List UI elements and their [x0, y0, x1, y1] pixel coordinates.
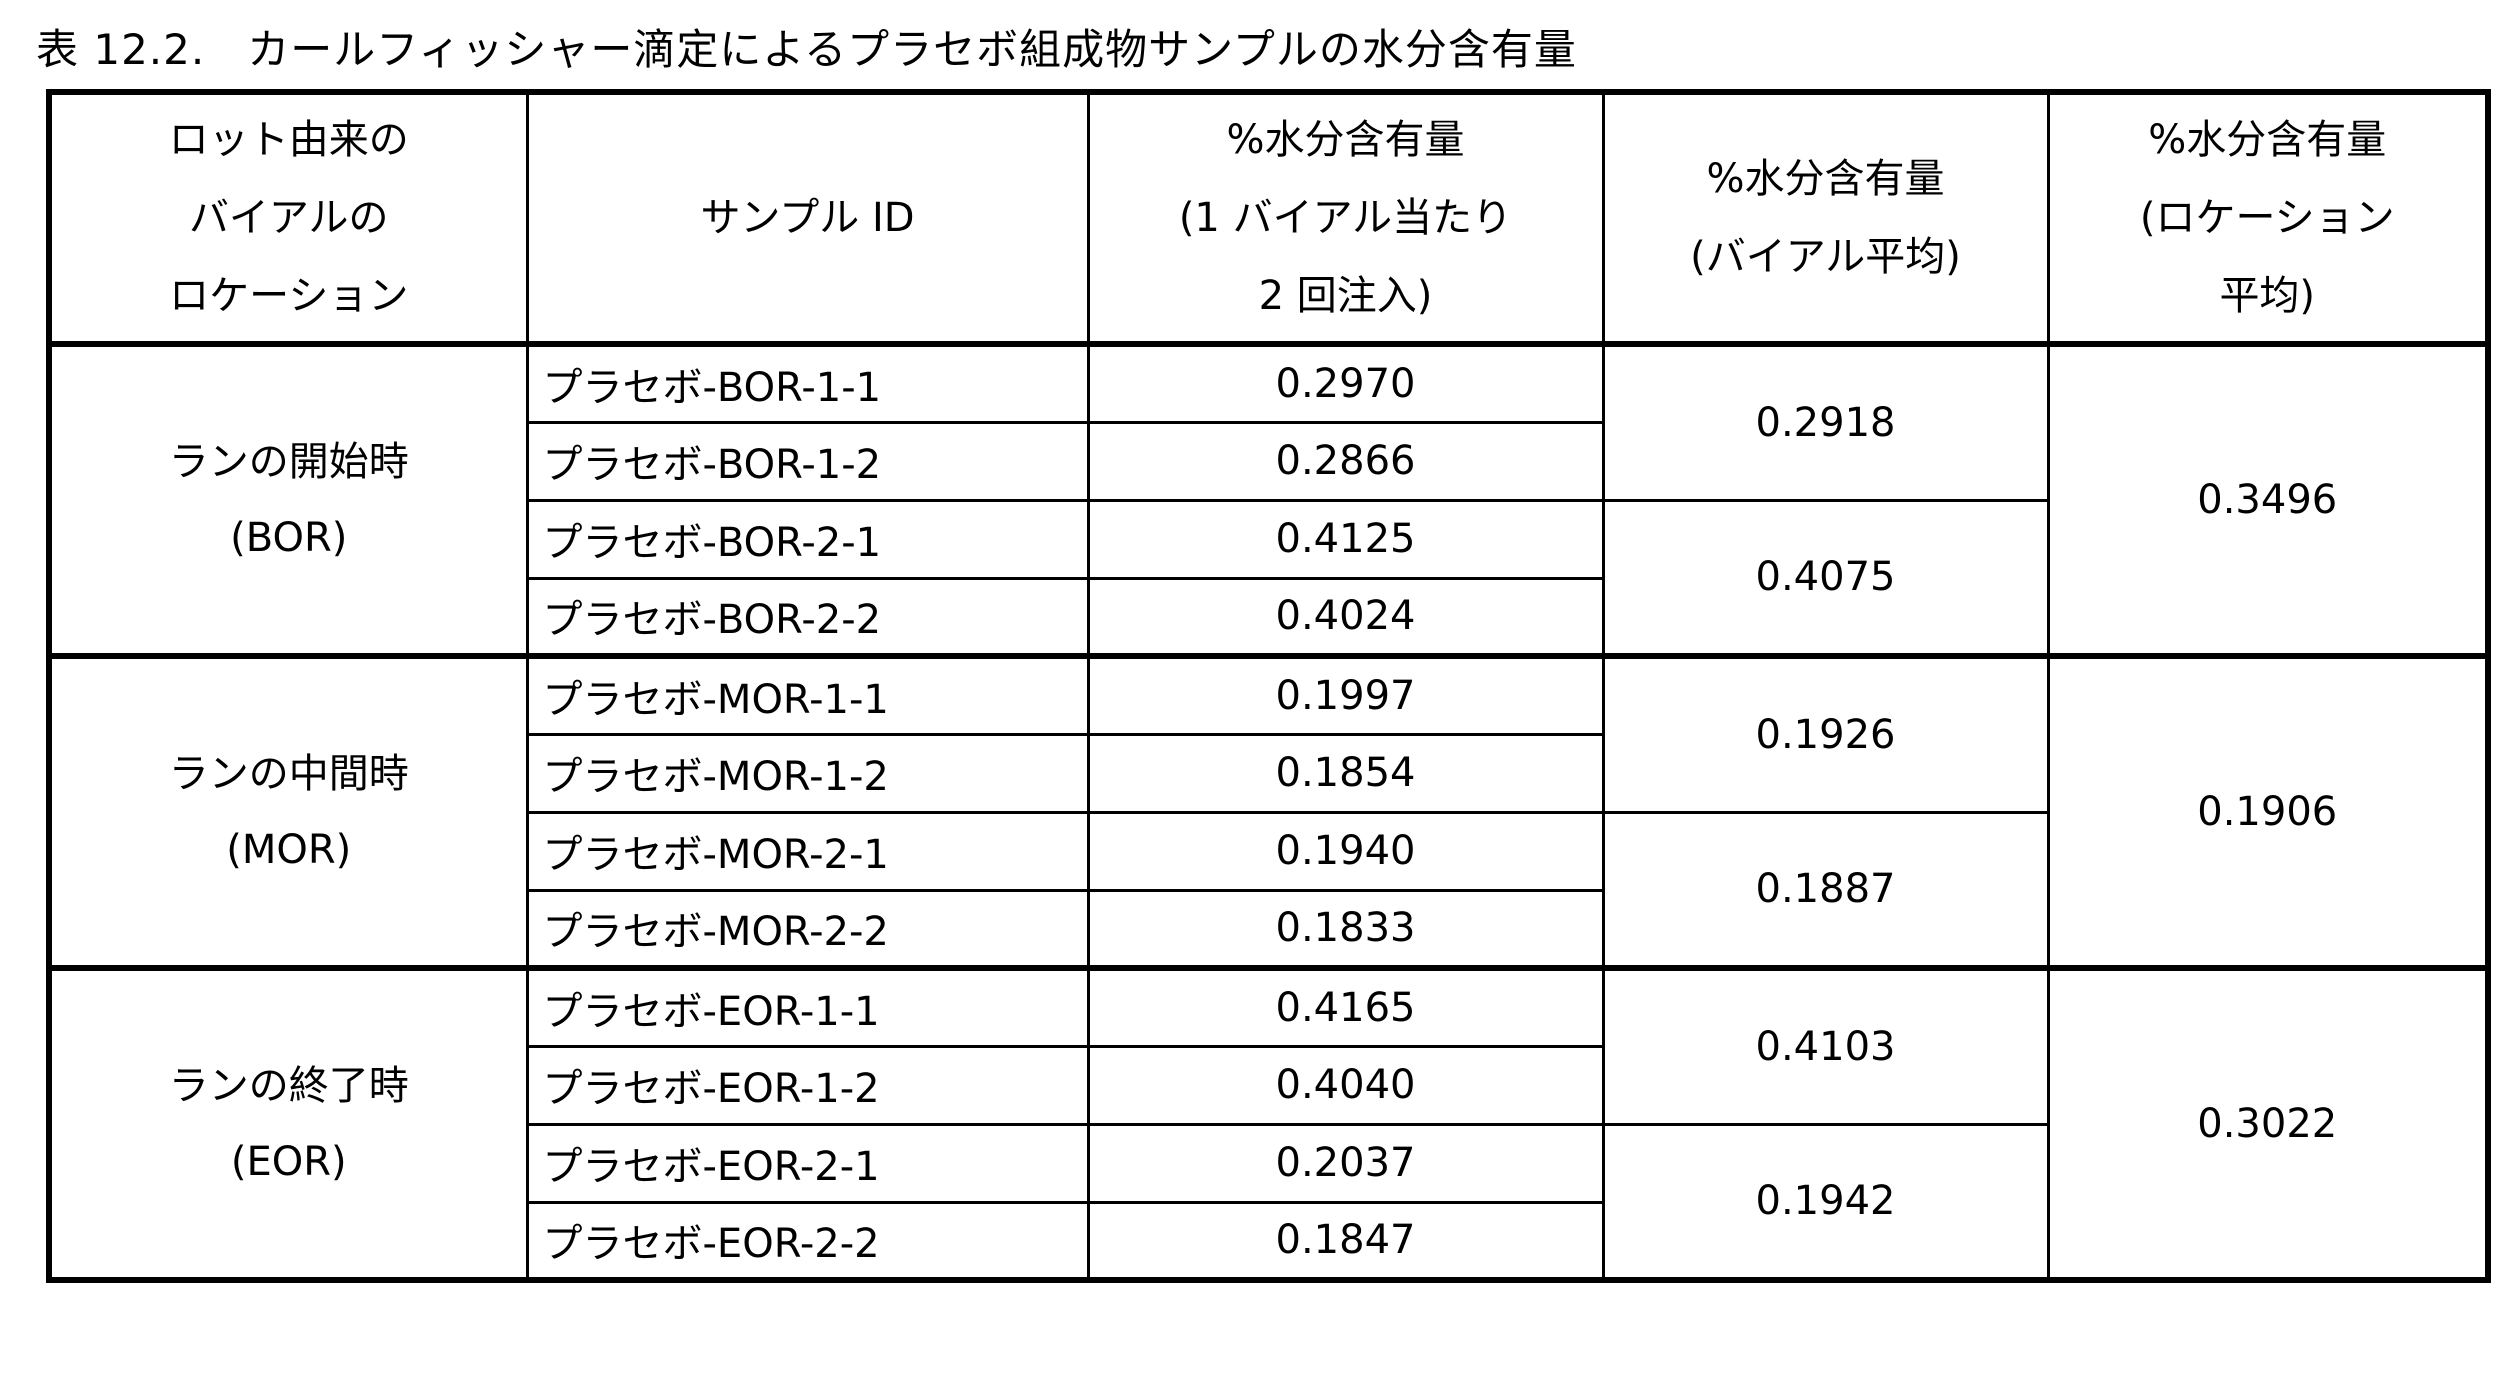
- value-cell: 0.2037: [1086, 1122, 1605, 1204]
- table-caption: カールフィッシャー滴定によるプラセボ組成物サンプルの水分含有量: [247, 25, 1577, 74]
- sample-id-cell: プラセボ-BOR-1-1: [525, 342, 1090, 424]
- sample-id-cell: プラセボ-MOR-2-1: [525, 810, 1090, 892]
- header-location: ロット由来の バイアルの ロケーション: [47, 90, 529, 347]
- sample-id-cell: プラセボ-BOR-2-2: [525, 576, 1090, 659]
- table-row: プラセボ-EOR-2-1 0.2037 0.1942: [49, 1122, 2488, 1282]
- location-avg-cell: 0.3496: [2046, 342, 2490, 659]
- table-row: ランの開始時 (BOR) プラセボ-BOR-1-1 0.2970 0.2918 …: [47, 342, 2490, 659]
- vial-avg-cell: 0.1887: [1601, 810, 2050, 971]
- header-row: ロット由来の バイアルの ロケーション サンプル ID %水分含有量 (1 バイ…: [47, 90, 2490, 347]
- value-cell: 0.1847: [1086, 1200, 1605, 1282]
- header-vial-avg: %水分含有量 (バイアル平均): [1601, 90, 2050, 347]
- moisture-content-table: ロット由来の バイアルの ロケーション サンプル ID %水分含有量 (1 バイ…: [46, 89, 2491, 1283]
- table-row: プラセボ-BOR-2-1 0.4125 0.4075: [49, 498, 2488, 659]
- sample-id-cell: プラセボ-EOR-1-2: [525, 1044, 1090, 1126]
- vial-avg-cell: 0.4075: [1601, 498, 2050, 659]
- table-title: 表 12.2. カールフィッシャー滴定によるプラセボ組成物サンプルの水分含有量: [36, 16, 2500, 77]
- location-cell-bor: ランの開始時 (BOR): [47, 342, 529, 659]
- value-cell: 0.2866: [1086, 420, 1605, 502]
- sample-id-cell: プラセボ-BOR-1-2: [525, 420, 1090, 502]
- value-cell: 0.1940: [1086, 810, 1605, 892]
- table-row: プラセボ-MOR-2-1 0.1940 0.1887: [49, 810, 2488, 971]
- value-cell: 0.1833: [1086, 888, 1605, 971]
- table-row: プラセボ-BOR-1-2 0.2866: [49, 420, 2488, 502]
- table-row: プラセボ-MOR-1-2 0.1854: [49, 732, 2488, 814]
- vial-avg-cell: 0.2918: [1601, 342, 2050, 502]
- sample-id-cell: プラセボ-BOR-2-1: [525, 498, 1090, 580]
- value-cell: 0.4125: [1086, 498, 1605, 580]
- document-page: 表 12.2. カールフィッシャー滴定によるプラセボ組成物サンプルの水分含有量 …: [36, 16, 2500, 1283]
- vial-avg-cell: 0.1926: [1601, 654, 2050, 814]
- header-per-injection: %水分含有量 (1 バイアル当たり 2 回注入): [1086, 90, 1605, 347]
- location-cell-eor: ランの終了時 (EOR): [47, 966, 529, 1282]
- header-sample-id: サンプル ID: [525, 90, 1090, 347]
- value-cell: 0.4024: [1086, 576, 1605, 659]
- sample-id-cell: プラセボ-EOR-1-1: [525, 966, 1090, 1048]
- value-cell: 0.1854: [1086, 732, 1605, 814]
- value-cell: 0.4040: [1086, 1044, 1605, 1126]
- vial-avg-cell: 0.1942: [1601, 1122, 2050, 1282]
- table-row: ランの中間時 (MOR) プラセボ-MOR-1-1 0.1997 0.1926 …: [47, 654, 2490, 971]
- value-cell: 0.2970: [1086, 342, 1605, 424]
- table-number: 表 12.2.: [36, 25, 206, 74]
- table-row: プラセボ-EOR-2-2 0.1847: [49, 1200, 2488, 1282]
- header-location-avg: %水分含有量 (ロケーション 平均): [2046, 90, 2490, 347]
- sample-id-cell: プラセボ-MOR-1-2: [525, 732, 1090, 814]
- value-cell: 0.4165: [1086, 966, 1605, 1048]
- location-cell-mor: ランの中間時 (MOR): [47, 654, 529, 971]
- value-cell: 0.1997: [1086, 654, 1605, 736]
- table-row: プラセボ-MOR-2-2 0.1833: [49, 888, 2488, 971]
- sample-id-cell: プラセボ-EOR-2-1: [525, 1122, 1090, 1204]
- location-avg-cell: 0.3022: [2046, 966, 2490, 1282]
- sample-id-cell: プラセボ-MOR-2-2: [525, 888, 1090, 971]
- sample-id-cell: プラセボ-MOR-1-1: [525, 654, 1090, 736]
- location-avg-cell: 0.1906: [2046, 654, 2490, 971]
- vial-avg-cell: 0.4103: [1601, 966, 2050, 1126]
- table-row: プラセボ-EOR-1-2 0.4040: [49, 1044, 2488, 1126]
- sample-id-cell: プラセボ-EOR-2-2: [525, 1200, 1090, 1282]
- table-row: プラセボ-BOR-2-2 0.4024: [49, 576, 2488, 659]
- table-row: ランの終了時 (EOR) プラセボ-EOR-1-1 0.4165 0.4103 …: [47, 966, 2490, 1282]
